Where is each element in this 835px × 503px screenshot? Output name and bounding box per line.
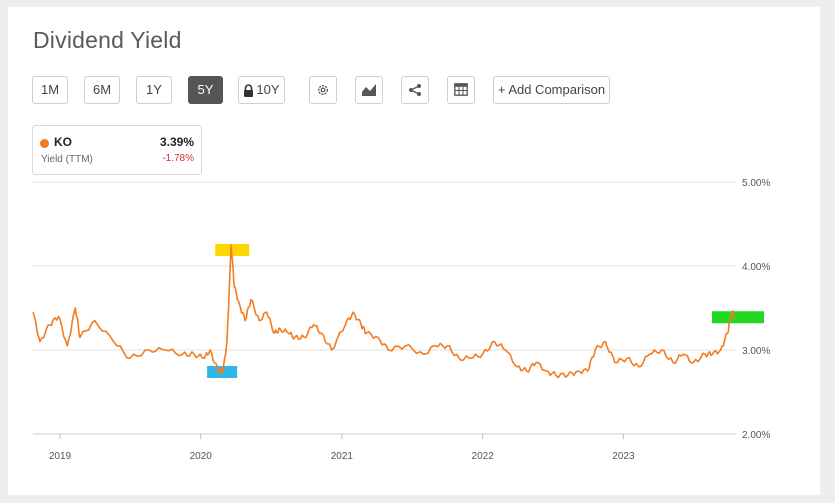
gear-icon xyxy=(318,85,328,95)
legend-card: KO Yield (TTM) 3.39% -1.78% xyxy=(32,125,202,175)
x-tick-label: 2021 xyxy=(331,451,354,462)
latest-marker xyxy=(712,311,764,324)
table-button[interactable] xyxy=(447,76,475,104)
chart-type-button[interactable] xyxy=(355,76,383,104)
x-tick-label: 2023 xyxy=(612,451,635,462)
add-comparison-button[interactable]: + Add Comparison xyxy=(493,76,610,104)
range-1m-button[interactable]: 1M xyxy=(32,76,68,104)
series-color-dot xyxy=(40,139,49,148)
legend-change: -1.78% xyxy=(162,153,194,164)
y-tick-label: 2.00% xyxy=(742,430,770,441)
share-icon xyxy=(409,84,421,96)
legend-metric: Yield (TTM) xyxy=(41,154,93,165)
legend-value: 3.39% xyxy=(159,135,194,149)
table-icon xyxy=(454,83,468,96)
y-tick-label: 4.00% xyxy=(742,262,770,273)
legend-ticker: KO xyxy=(54,135,72,149)
range-5y-button[interactable]: 5Y xyxy=(188,76,223,104)
range-6m-button[interactable]: 6M xyxy=(84,76,120,104)
chart-card: Dividend Yield 1M 6M 1Y 5Y 10Y xyxy=(8,7,820,495)
share-button[interactable] xyxy=(401,76,429,104)
chart-type-icon xyxy=(362,84,376,96)
x-tick-label: 2020 xyxy=(190,451,213,462)
range-10y-button[interactable]: 10Y xyxy=(238,76,285,104)
x-tick-label: 2019 xyxy=(49,451,72,462)
page-title: Dividend Yield xyxy=(33,27,182,53)
range-1y-button[interactable]: 1Y xyxy=(136,76,172,104)
settings-button[interactable] xyxy=(309,76,337,104)
x-tick-label: 2022 xyxy=(472,451,495,462)
y-tick-label: 5.00% xyxy=(742,178,770,189)
y-tick-label: 3.00% xyxy=(742,346,770,357)
series-line-ko xyxy=(32,244,737,379)
lock-icon xyxy=(244,83,254,97)
range-10y-label: 10Y xyxy=(256,82,280,97)
